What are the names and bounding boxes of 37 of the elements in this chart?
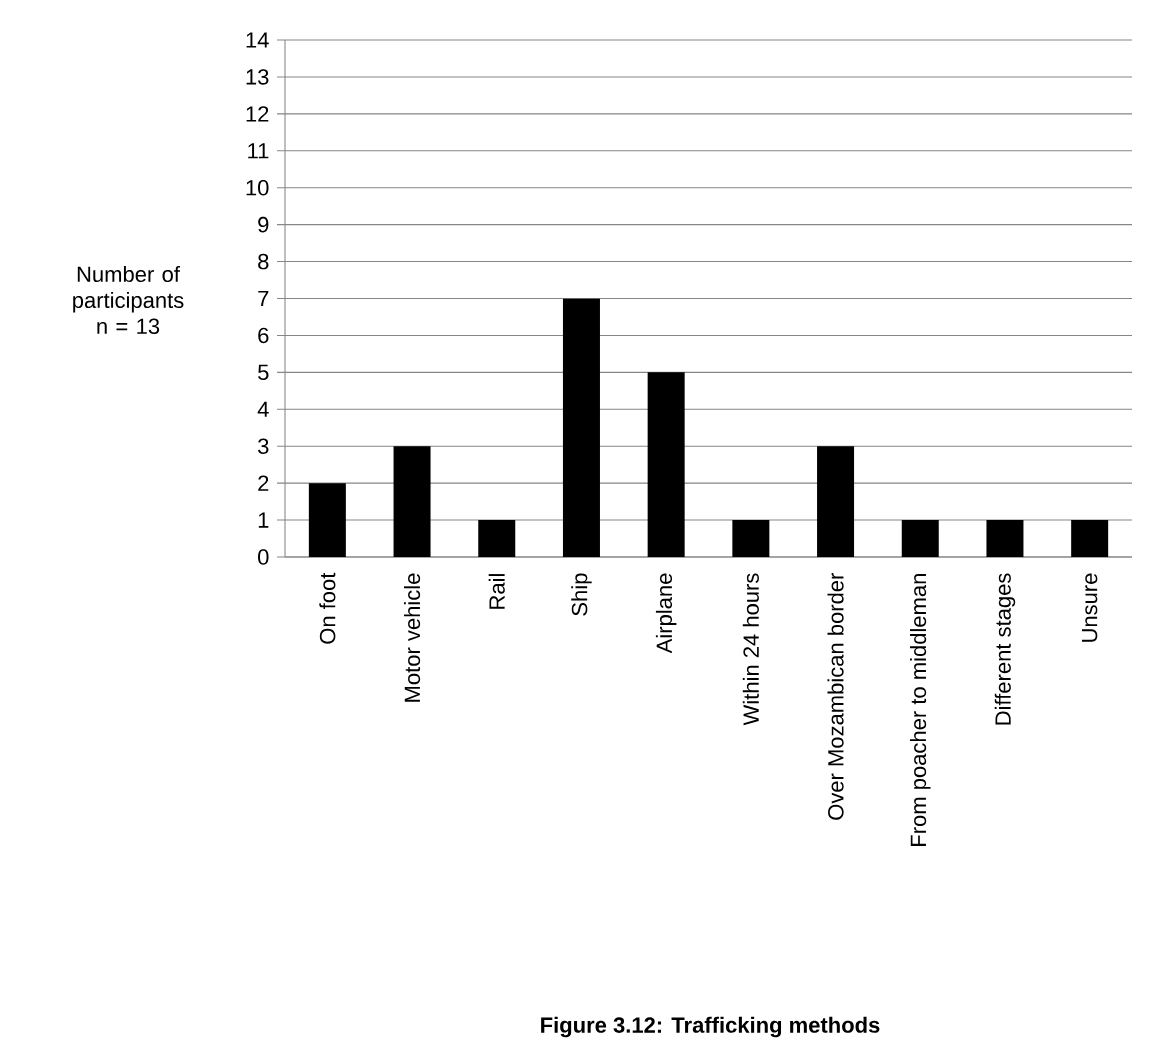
x-tick-label: Different stages xyxy=(994,573,1016,725)
bar xyxy=(986,520,1024,557)
bar xyxy=(562,298,600,557)
bar xyxy=(393,446,431,557)
y-tick-label: 13 xyxy=(246,69,269,85)
x-tick-label: Unsure xyxy=(1081,573,1098,642)
y-tick-label: 0 xyxy=(258,549,269,565)
y-tick-label: 2 xyxy=(258,475,269,491)
y-tick-label: 4 xyxy=(257,401,269,417)
bar xyxy=(1071,520,1109,557)
bar xyxy=(901,520,939,557)
x-tick-label: On foot xyxy=(319,572,336,644)
y-tick-label: 11 xyxy=(248,143,269,159)
y-tick-label: 7 xyxy=(258,290,269,307)
y-tick-label: 8 xyxy=(258,253,269,270)
x-tick-label: Airplane xyxy=(655,573,677,654)
y-tick-label: 12 xyxy=(246,106,269,122)
text: Figure 3.12: Trafficking methods xyxy=(541,1016,880,1038)
y-tick-label: 14 xyxy=(246,32,269,48)
x-tick-label: Ship xyxy=(571,573,592,616)
x-tick-label: Motor vehicle xyxy=(403,573,421,702)
y-tick-label: 10 xyxy=(246,179,269,196)
bar xyxy=(817,446,855,557)
y-tick-label: 3 xyxy=(258,438,269,454)
y-tick-label: 1 xyxy=(258,512,269,528)
bar xyxy=(647,372,685,557)
x-tick-label: Rail xyxy=(488,574,505,609)
x-tick-label: Within 24 hours xyxy=(742,573,759,726)
bar xyxy=(308,483,346,557)
x-tick-label: From poacher to middleman xyxy=(910,574,931,846)
x-tick-label: Over Mozambican border xyxy=(827,573,844,820)
y-axis-title: Number of participants n = 13 xyxy=(73,265,184,335)
y-tick-label: 9 xyxy=(258,216,269,233)
y-tick-label: 6 xyxy=(258,327,269,344)
y-tick-label: 5 xyxy=(258,364,269,381)
bar xyxy=(478,520,516,557)
bar xyxy=(732,520,770,557)
